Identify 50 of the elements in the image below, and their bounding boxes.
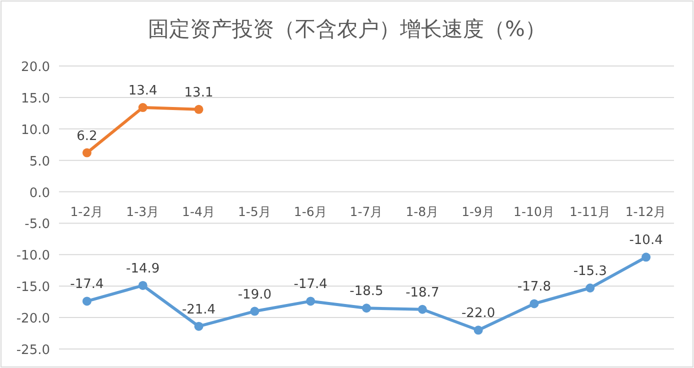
point [306, 296, 316, 306]
y-tick-label: 10.0 [21, 122, 50, 138]
x-tick-label: 1-3月 [126, 204, 160, 219]
x-tick-label: 1-10月 [514, 204, 555, 219]
data-label: -17.8 [517, 280, 552, 295]
data-label: -15.3 [573, 264, 607, 279]
y-tick-label: 20.0 [21, 60, 50, 75]
data-label: -17.4 [294, 277, 328, 292]
point [250, 306, 260, 316]
x-tick-label: 1-5月 [238, 204, 272, 219]
y-tick-label: 5.0 [29, 154, 50, 170]
x-tick-label: 1-2月 [70, 204, 104, 219]
y-tick-label: -10.0 [16, 248, 50, 264]
data-label: -22.0 [462, 306, 496, 322]
y-tick-label: -25.0 [16, 343, 50, 358]
y-tick-label: 15.0 [21, 91, 50, 106]
data-label: -17.4 [70, 277, 104, 292]
data-label: -18.7 [406, 285, 440, 300]
x-tick-label: 1-7月 [350, 204, 384, 219]
point [82, 296, 92, 306]
point [138, 280, 148, 290]
point [362, 304, 371, 313]
data-label: 6.2 [76, 128, 98, 144]
x-tick-label: 1-4月 [182, 204, 216, 219]
point [474, 326, 483, 335]
x-tick-label: 1-6月 [294, 204, 328, 219]
data-label: -14.9 [126, 261, 160, 276]
data-label: -18.5 [350, 284, 384, 300]
y-tick-label: 0.0 [29, 186, 50, 201]
y-tick-label: -20.0 [16, 312, 50, 327]
data-label: -21.4 [182, 302, 216, 318]
point [642, 252, 651, 262]
point [194, 104, 204, 114]
x-tick-label: 1-8月 [406, 204, 440, 219]
data-label: 13.1 [184, 85, 214, 100]
x-tick-label: 1-11月 [569, 204, 611, 219]
point [138, 103, 148, 112]
x-tick-label: 1-12月 [625, 204, 667, 219]
point [586, 284, 595, 292]
data-label: -19.0 [238, 287, 272, 302]
data-label: -10.4 [629, 233, 663, 248]
point [418, 304, 427, 314]
x-tick-label: 1-9月 [462, 204, 496, 219]
point [194, 322, 204, 331]
y-tick-label: -5.0 [24, 217, 50, 232]
y-tick-label: -15.0 [16, 280, 50, 296]
point [82, 148, 92, 158]
point [530, 299, 539, 308]
data-label: 13.4 [128, 84, 158, 99]
title: 固定资产投资（不含农户）增长速度（%） [148, 17, 546, 41]
